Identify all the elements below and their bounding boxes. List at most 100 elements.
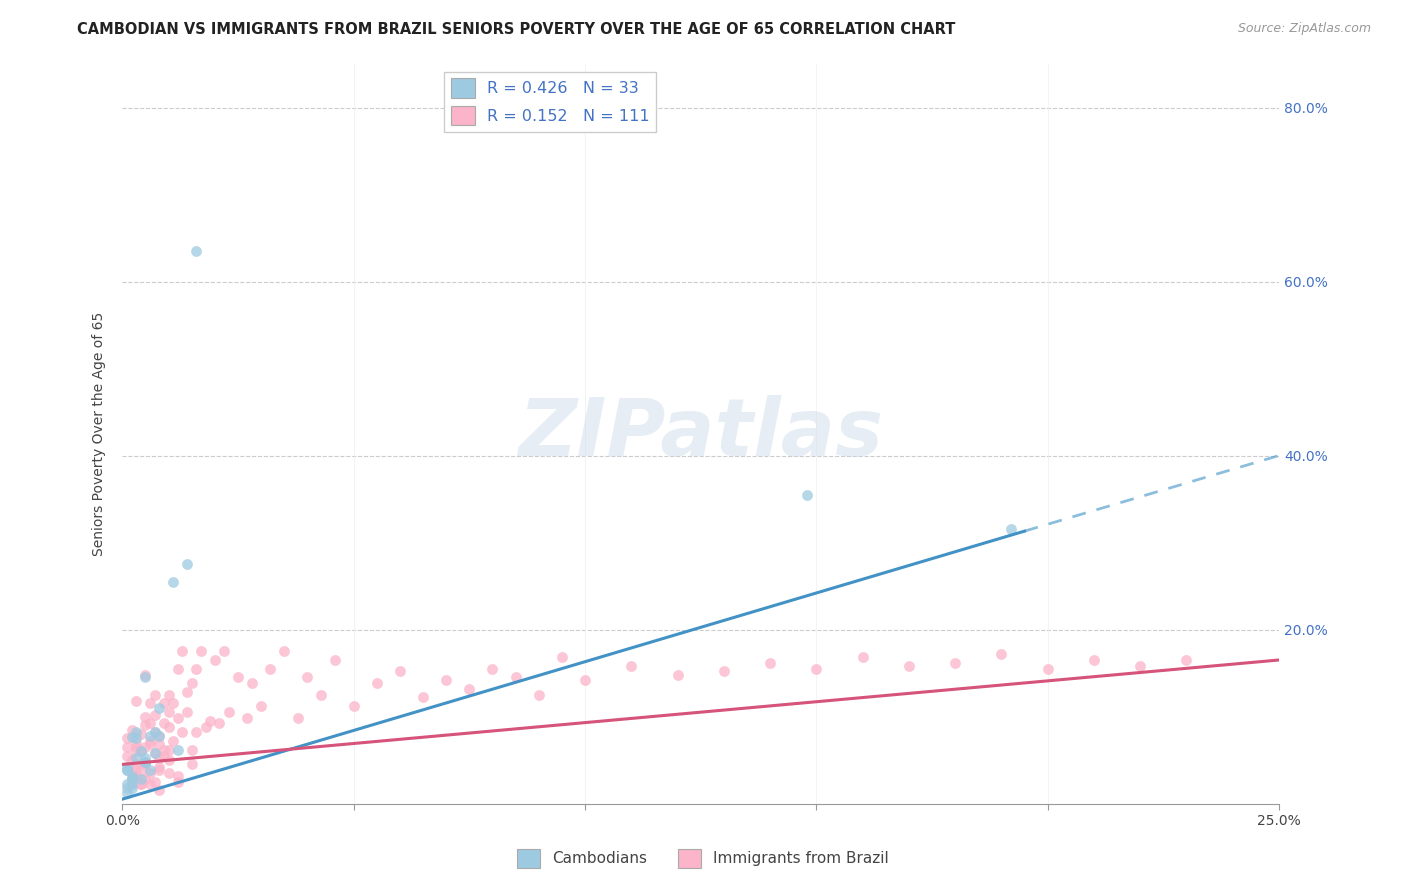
Point: [366, 676, 388, 690]
Point: [157, 766, 180, 780]
Point: [143, 725, 166, 739]
Point: [186, 244, 208, 259]
Point: [806, 662, 828, 676]
Point: [115, 764, 138, 778]
Point: [309, 688, 332, 702]
Point: [1175, 653, 1198, 667]
Point: [134, 667, 156, 681]
Point: [134, 772, 156, 787]
Point: [148, 751, 170, 765]
Point: [200, 714, 222, 728]
Point: [434, 673, 457, 687]
Point: [153, 697, 176, 711]
Point: [129, 777, 152, 791]
Point: [134, 709, 156, 723]
Point: [139, 766, 162, 780]
Point: [172, 725, 194, 739]
Point: [115, 777, 138, 791]
Point: [125, 744, 148, 758]
Point: [129, 744, 152, 758]
Point: [143, 746, 166, 760]
Point: [157, 753, 180, 767]
Point: [134, 755, 156, 769]
Point: [343, 699, 366, 714]
Point: [176, 705, 198, 719]
Point: [666, 667, 689, 681]
Point: [481, 662, 503, 676]
Point: [125, 771, 148, 785]
Point: [121, 769, 143, 783]
Point: [236, 711, 259, 725]
Point: [121, 772, 143, 787]
Point: [115, 731, 138, 746]
Point: [250, 699, 273, 714]
Point: [134, 755, 156, 769]
Point: [176, 558, 198, 572]
Point: [129, 777, 152, 791]
Point: [194, 720, 217, 734]
Point: [620, 659, 643, 673]
Point: [121, 780, 143, 795]
Point: [1000, 523, 1022, 537]
Point: [574, 673, 596, 687]
Point: [121, 774, 143, 789]
Point: [713, 665, 735, 679]
Point: [186, 725, 208, 739]
Point: [1129, 659, 1152, 673]
Point: [143, 746, 166, 760]
Point: [166, 711, 188, 725]
Point: [121, 731, 143, 745]
Point: [121, 766, 143, 780]
Point: [129, 764, 152, 778]
Point: [551, 650, 574, 665]
Point: [759, 656, 782, 670]
Point: [412, 690, 434, 705]
Point: [125, 751, 148, 765]
Point: [153, 742, 176, 756]
Point: [990, 647, 1012, 661]
Point: [129, 727, 152, 741]
Point: [186, 662, 208, 676]
Point: [115, 780, 138, 795]
Point: [153, 748, 176, 763]
Point: [323, 653, 346, 667]
Point: [157, 720, 180, 734]
Point: [458, 681, 481, 696]
Point: [139, 734, 162, 748]
Point: [180, 742, 202, 756]
Point: [148, 783, 170, 797]
Point: [157, 688, 180, 702]
Point: [527, 688, 550, 702]
Point: [134, 751, 156, 765]
Point: [121, 772, 143, 787]
Point: [162, 734, 184, 748]
Point: [125, 725, 148, 739]
Point: [115, 748, 138, 763]
Point: [166, 662, 188, 676]
Point: [148, 729, 170, 743]
Point: [115, 786, 138, 800]
Point: [134, 755, 156, 769]
Point: [943, 656, 966, 670]
Point: [143, 725, 166, 739]
Point: [125, 739, 148, 754]
Point: [148, 764, 170, 778]
Point: [125, 757, 148, 772]
Point: [505, 670, 527, 684]
Point: [143, 774, 166, 789]
Point: [297, 670, 319, 684]
Point: [166, 769, 188, 783]
Point: [148, 737, 170, 751]
Point: [180, 757, 202, 772]
Point: [212, 644, 235, 658]
Point: [157, 705, 180, 719]
Point: [226, 670, 249, 684]
Point: [287, 711, 309, 725]
Point: [204, 653, 226, 667]
Legend: R = 0.426   N = 33, R = 0.152   N = 111: R = 0.426 N = 33, R = 0.152 N = 111: [444, 72, 657, 132]
Point: [115, 764, 138, 778]
Text: CAMBODIAN VS IMMIGRANTS FROM BRAZIL SENIORS POVERTY OVER THE AGE OF 65 CORRELATI: CAMBODIAN VS IMMIGRANTS FROM BRAZIL SENI…: [77, 22, 956, 37]
Legend: Cambodians, Immigrants from Brazil: Cambodians, Immigrants from Brazil: [512, 843, 894, 873]
Point: [125, 731, 148, 746]
Point: [388, 665, 411, 679]
